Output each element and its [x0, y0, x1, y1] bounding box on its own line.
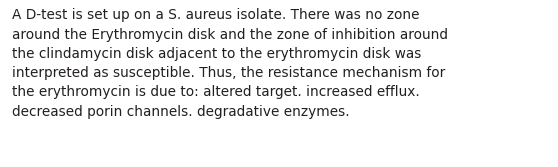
Text: A D-test is set up on a S. aureus isolate. There was no zone
around the Erythrom: A D-test is set up on a S. aureus isolat…: [12, 8, 448, 119]
